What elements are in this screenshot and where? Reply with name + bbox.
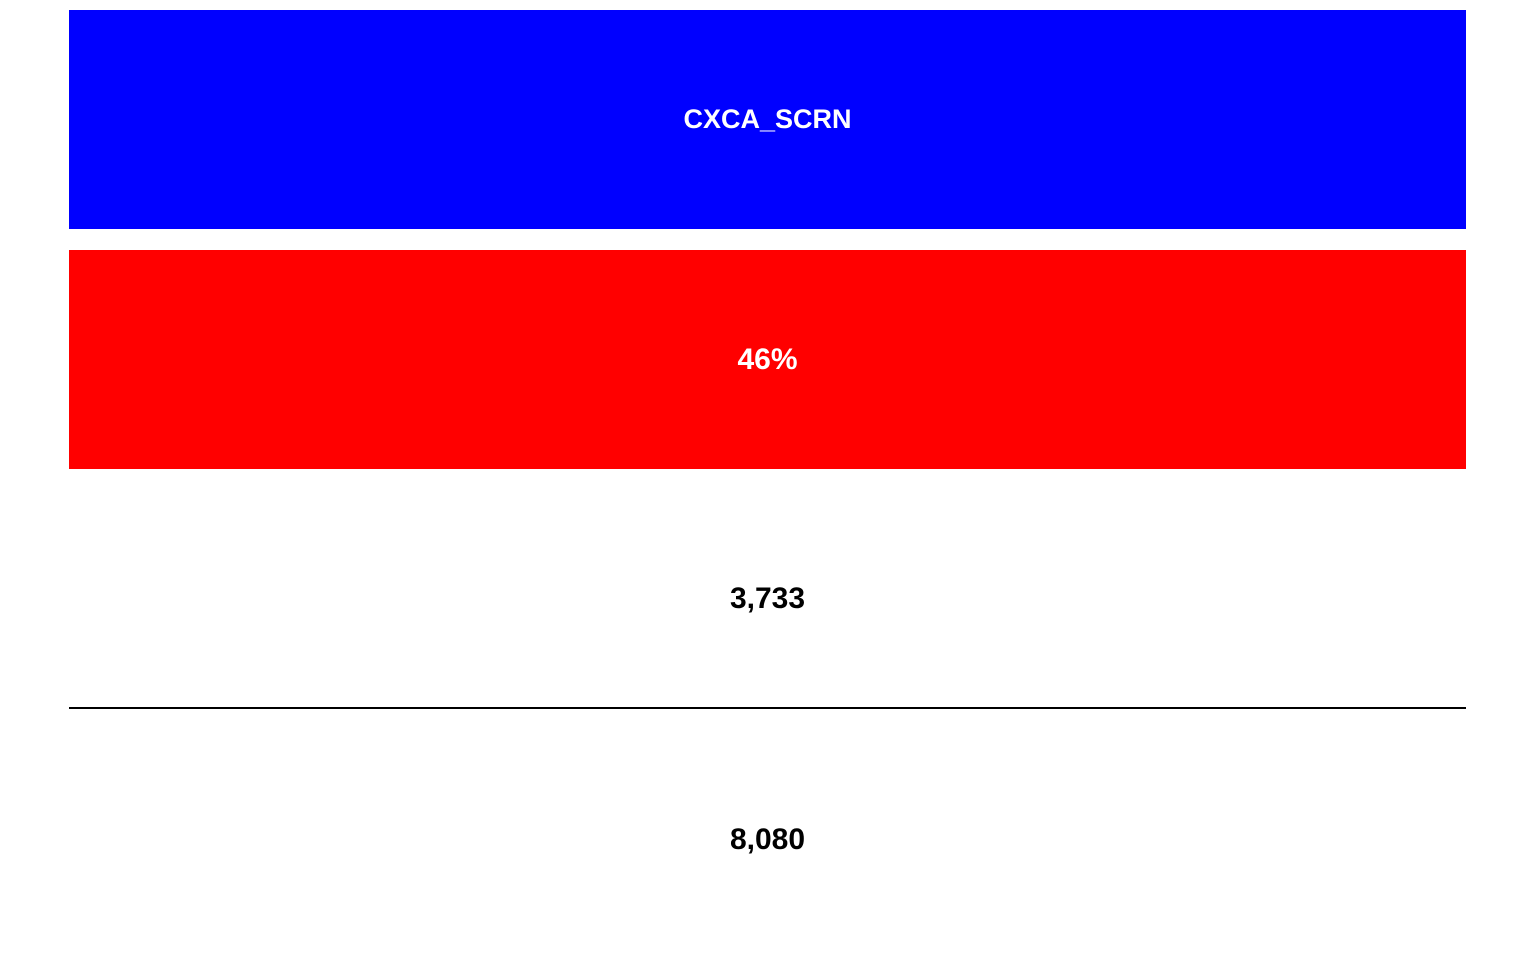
percent-result-block: 46%	[69, 250, 1466, 469]
denominator-block: 8,080	[69, 730, 1466, 949]
indicator-name: CXCA_SCRN	[683, 104, 852, 134]
percent-value: 46%	[737, 342, 798, 376]
indicator-title-block: CXCA_SCRN	[69, 10, 1466, 229]
denominator-value: 8,080	[729, 822, 806, 856]
numerator-block: 3,733	[69, 490, 1466, 709]
numerator-value: 3,733	[729, 581, 806, 615]
